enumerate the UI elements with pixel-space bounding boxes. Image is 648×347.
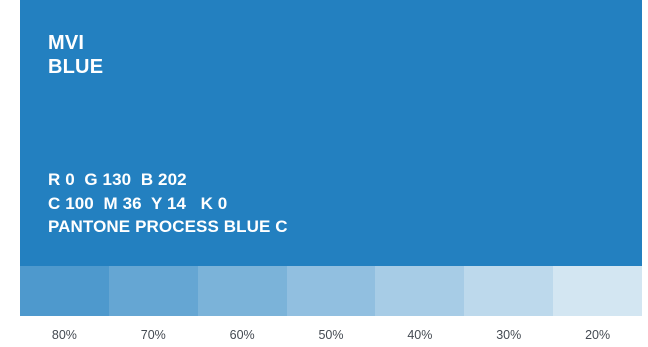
color-specifications: R 0 G 130 B 202 C 100 M 36 Y 14 K 0 PANT… [48, 168, 288, 239]
color-swatch-card: MVI BLUE R 0 G 130 B 202 C 100 M 36 Y 14… [20, 0, 643, 347]
tint-swatch-40 [375, 266, 465, 316]
tint-labels: 80% 70% 60% 50% 40% 30% 20% [20, 326, 642, 344]
tint-swatch-30 [464, 266, 554, 316]
tint-swatch-80 [20, 266, 109, 316]
tint-label-80: 80% [51, 328, 77, 342]
color-name: MVI BLUE [48, 31, 103, 79]
rgb-values: R 0 G 130 B 202 [48, 170, 187, 189]
primary-color-swatch: MVI BLUE R 0 G 130 B 202 C 100 M 36 Y 14… [20, 0, 642, 266]
cmyk-values: C 100 M 36 Y 14 K 0 [48, 193, 228, 213]
tint-label-60: 60% [229, 328, 255, 342]
tint-strip [20, 266, 643, 316]
tint-swatch-60 [197, 266, 287, 316]
color-name-line-1: MVI [48, 32, 85, 54]
tint-swatch-50 [286, 266, 376, 316]
tint-label-20: 20% [585, 328, 611, 342]
pantone-value: PANTONE PROCESS BLUE C [48, 217, 288, 236]
tint-swatch-70 [108, 266, 198, 316]
tint-label-30: 30% [496, 328, 522, 342]
color-name-line-2: BLUE [48, 56, 104, 78]
tint-swatch-20 [553, 266, 643, 316]
tint-label-70: 70% [140, 328, 166, 342]
tint-label-40: 40% [407, 328, 433, 342]
tint-label-50: 50% [318, 328, 344, 342]
